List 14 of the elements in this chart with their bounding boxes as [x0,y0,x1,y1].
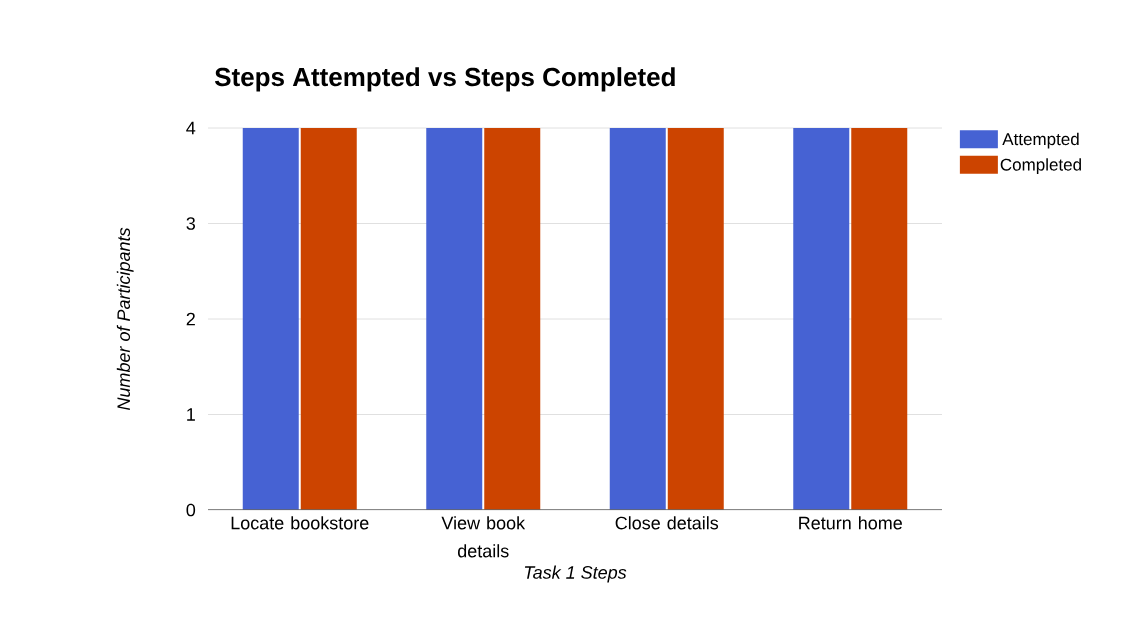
legend-label: Completed [1000,158,1081,175]
x-tick-label: Locate bookstore [231,516,369,530]
y-tick-label: 4 [186,121,196,135]
legend-label: Attempted [1002,132,1079,149]
x-tick-label: Return home [799,516,902,530]
y-tick-label: 3 [186,217,196,230]
y-axis-title: Number of Participants [116,227,134,410]
y-tick-label: 2 [186,312,195,326]
y-tick-label: 1 [187,408,195,421]
x-tick-label: View book details [441,516,526,558]
x-axis-title: Task 1 Steps [524,565,627,583]
y-tick-label: 0 [186,503,196,517]
x-tick-label: Close details [615,516,719,530]
chart-title: Steps Attempted vs Steps Completed [214,67,675,92]
